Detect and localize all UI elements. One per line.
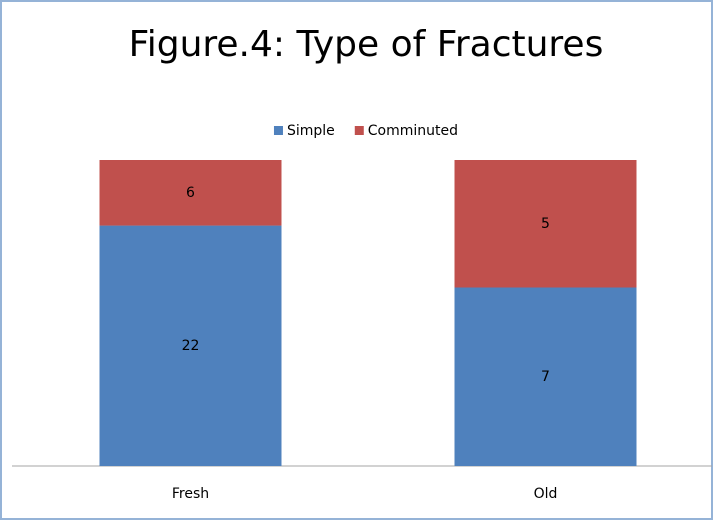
bar-segment (99, 160, 282, 226)
data-label: 5 (541, 216, 550, 232)
x-tick-label: Old (534, 486, 558, 502)
data-label: 22 (182, 338, 200, 354)
bar-segment (454, 287, 637, 466)
bar-segment (454, 160, 637, 288)
legend-label: Comminuted (368, 123, 458, 139)
data-label: 6 (186, 185, 195, 201)
legend-label: Simple (287, 123, 335, 139)
data-label: 7 (541, 369, 550, 385)
legend-swatch (273, 126, 283, 135)
bar-segment (99, 225, 282, 466)
chart-title: Figure.4: Type of Fractures (129, 24, 604, 65)
legend-swatch (354, 126, 364, 135)
x-tick-label: Fresh (172, 486, 209, 502)
